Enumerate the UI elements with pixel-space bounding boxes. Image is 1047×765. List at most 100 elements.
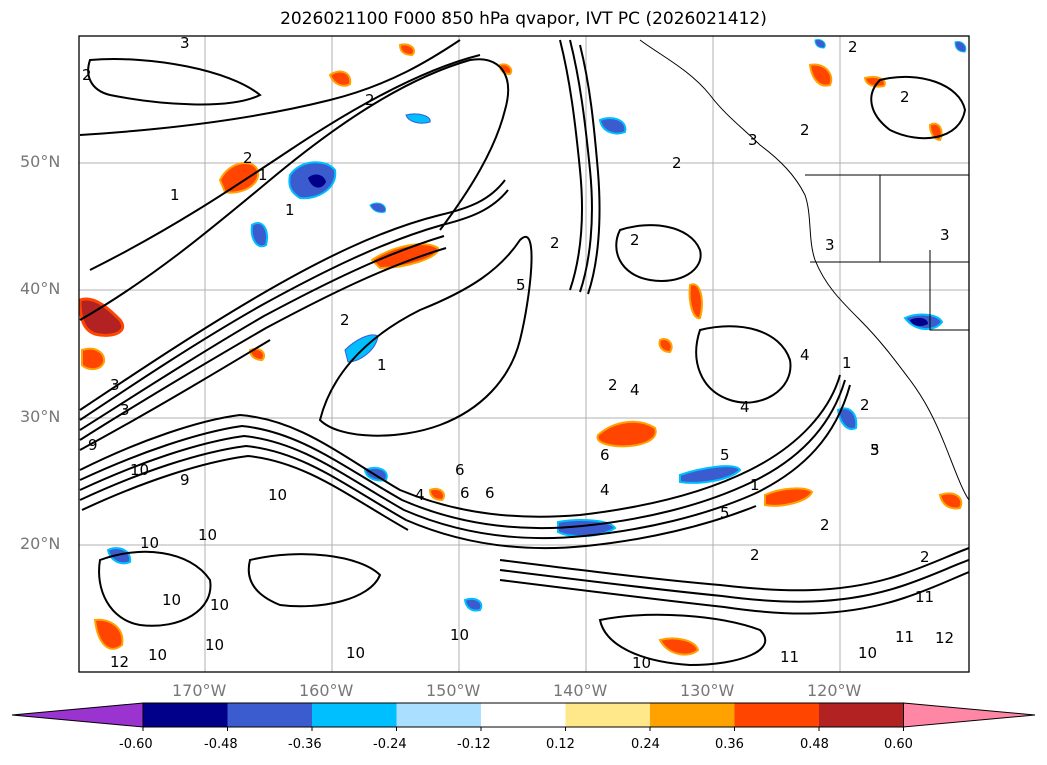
colorbar-tick-label: 0.60 bbox=[884, 737, 913, 752]
contour-label: 11 bbox=[895, 628, 914, 646]
contour-label: 10 bbox=[858, 644, 877, 662]
contour-label: 6 bbox=[485, 484, 495, 502]
colorbar-tick-label: 0.24 bbox=[631, 737, 660, 752]
contour-label: 2 bbox=[900, 88, 910, 106]
contour-label: 12 bbox=[935, 629, 954, 647]
lon-label-140w: 140°W bbox=[553, 681, 608, 700]
contour-label: 3 bbox=[180, 34, 190, 52]
contour-label: 4 bbox=[800, 346, 810, 364]
contour-label: 10 bbox=[140, 534, 159, 552]
contour-label: 2 bbox=[672, 154, 682, 172]
contour-label: 3 bbox=[120, 401, 130, 419]
lat-label-20n: 20°N bbox=[20, 534, 61, 553]
lat-label-30n: 30°N bbox=[20, 407, 61, 426]
ivt-contours bbox=[79, 39, 969, 667]
coastlines bbox=[639, 39, 969, 501]
contour-label: 1 bbox=[750, 476, 760, 494]
contour-label: 3 bbox=[110, 376, 120, 394]
contour-label: 4 bbox=[600, 481, 610, 499]
lon-label-130w: 130°W bbox=[680, 681, 735, 700]
contour-label: 5 bbox=[720, 504, 730, 522]
colorbar-tick-label: 0.48 bbox=[800, 737, 829, 752]
contour-label: 10 bbox=[346, 644, 365, 662]
map-panel bbox=[79, 36, 969, 672]
colorbar-tick-label: 0.36 bbox=[715, 737, 744, 752]
contour-label: 5 bbox=[720, 446, 730, 464]
colorbar-bin bbox=[312, 703, 397, 727]
colorbar-tick-label: -0.48 bbox=[204, 737, 238, 752]
contour-label: 5 bbox=[516, 276, 526, 294]
colorbar-tick-label: -0.24 bbox=[373, 737, 407, 752]
contour-label: 3 bbox=[748, 131, 758, 149]
contour-label: 10 bbox=[130, 461, 149, 479]
contour-label: 1 bbox=[842, 354, 852, 372]
contour-label: 9 bbox=[88, 436, 98, 454]
contour-label: 6 bbox=[455, 461, 465, 479]
contour-label: 2 bbox=[243, 149, 253, 167]
colorbar-bin bbox=[819, 703, 904, 727]
contour-label: 1 bbox=[285, 201, 295, 219]
chart-title: 2026021100 F000 850 hPa qvapor, IVT PC (… bbox=[280, 9, 767, 29]
map-border bbox=[78, 35, 970, 673]
colorbar-tick-label: -0.12 bbox=[457, 737, 491, 752]
colorbar-extend-high bbox=[903, 702, 1036, 728]
contour-label: 4 bbox=[630, 381, 640, 399]
contour-label: 5 bbox=[870, 441, 880, 459]
lat-label-50n: 50°N bbox=[20, 152, 61, 171]
colorbar-bin bbox=[143, 703, 228, 727]
lon-label-150w: 150°W bbox=[426, 681, 481, 700]
contour-label: 3 bbox=[870, 441, 880, 459]
contour-label: 10 bbox=[148, 646, 167, 664]
colorbar-bin bbox=[734, 703, 819, 727]
contour-label: 2 bbox=[848, 38, 858, 56]
contour-label: 1 bbox=[258, 166, 268, 184]
contour-label: 4 bbox=[415, 486, 425, 504]
colorbar-tick-label: -0.60 bbox=[119, 737, 153, 752]
contour-label: 10 bbox=[198, 526, 217, 544]
lon-label-160w: 160°W bbox=[299, 681, 354, 700]
contour-label: 1 bbox=[170, 186, 180, 204]
colorbar-bin bbox=[227, 703, 312, 727]
contour-label: 2 bbox=[82, 66, 92, 84]
colorbar bbox=[11, 702, 1036, 731]
contour-label: 2 bbox=[800, 121, 810, 139]
contour-label: 10 bbox=[632, 654, 651, 672]
colorbar-extend-low bbox=[11, 702, 144, 728]
contour-label: 2 bbox=[340, 311, 350, 329]
colorbar-tick-label: -0.36 bbox=[288, 737, 322, 752]
lon-label-170w: 170°W bbox=[172, 681, 227, 700]
contour-label: 10 bbox=[210, 596, 229, 614]
contour-label: 4 bbox=[740, 398, 750, 416]
colorbar-bin bbox=[396, 703, 481, 727]
contour-label: 2 bbox=[550, 234, 560, 252]
lat-label-40n: 40°N bbox=[20, 279, 61, 298]
contour-label: 12 bbox=[110, 653, 129, 671]
contour-label: 6 bbox=[600, 446, 610, 464]
contour-label: 2 bbox=[365, 91, 375, 109]
contour-label: 10 bbox=[205, 636, 224, 654]
contour-label: 2 bbox=[820, 516, 830, 534]
contour-label: 2 bbox=[860, 396, 870, 414]
colorbar-bin bbox=[481, 703, 566, 727]
colorbar-bin bbox=[565, 703, 650, 727]
colorbar-tick-label: 0.12 bbox=[546, 737, 575, 752]
contour-label: 9 bbox=[180, 471, 190, 489]
gridlines bbox=[79, 36, 969, 672]
contour-label: 10 bbox=[268, 486, 287, 504]
contour-label: 6 bbox=[460, 484, 470, 502]
contour-label: 11 bbox=[780, 648, 799, 666]
contour-label: 3 bbox=[825, 236, 835, 254]
contour-label: 10 bbox=[450, 626, 469, 644]
contour-label: 2 bbox=[920, 548, 930, 566]
contour-label: 2 bbox=[750, 546, 760, 564]
contour-label: 2 bbox=[608, 376, 618, 394]
contour-label: 2 bbox=[630, 231, 640, 249]
contour-label: 3 bbox=[940, 226, 950, 244]
negative-anomaly-patches bbox=[106, 39, 967, 612]
lon-label-120w: 120°W bbox=[807, 681, 862, 700]
contour-label: 11 bbox=[915, 588, 934, 606]
contour-label: 10 bbox=[162, 591, 181, 609]
colorbar-bin bbox=[650, 703, 735, 727]
